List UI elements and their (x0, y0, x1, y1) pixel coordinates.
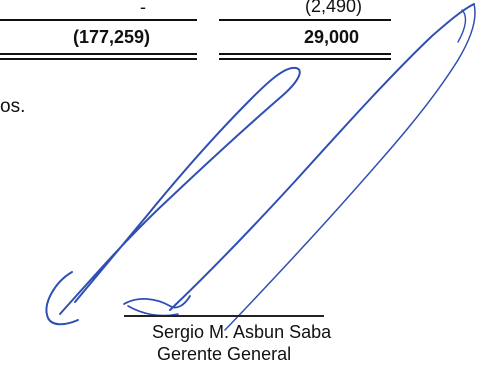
column-2-double-rule-lower (219, 58, 391, 60)
column-1-double-rule-upper (0, 53, 197, 55)
signatory-title: Gerente General (157, 344, 292, 364)
column-2-double-rule-upper (219, 53, 391, 55)
signatory-name: Sergio M. Asbun Saba (152, 322, 332, 342)
column-1-total-value: (177,259) (73, 27, 151, 47)
column-1-double-rule-lower (0, 58, 197, 60)
signature-line (124, 315, 324, 317)
column-1-top-rule (0, 19, 197, 21)
column-2-prior-line-value: (2,490) (305, 0, 363, 16)
note-text-fragment: os. (0, 96, 26, 117)
column-1-prior-line-value: - (140, 0, 146, 17)
column-2-top-rule (219, 19, 391, 21)
column-2-total-value: 29,000 (304, 27, 360, 47)
